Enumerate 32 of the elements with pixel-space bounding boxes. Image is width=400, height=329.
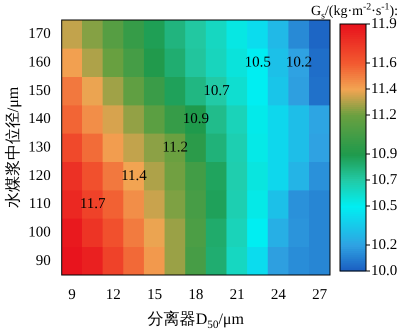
x-tick-label: 9 [68, 286, 76, 303]
x-tick-label: 12 [106, 286, 121, 303]
y-tick-label: 140 [28, 111, 51, 128]
data-label: 10.7 [203, 82, 230, 99]
y-tick-label: 130 [28, 139, 51, 156]
y-tick-label: 150 [28, 82, 51, 99]
color-bar-label: 10.0 [371, 262, 398, 279]
y-tick-label: 110 [28, 196, 51, 212]
color-bar-label: 10.9 [371, 146, 398, 162]
y-tick-label: 120 [28, 168, 51, 184]
x-tick-label: 27 [312, 286, 328, 303]
y-tick-label: 100 [28, 224, 51, 240]
data-label: 11.4 [121, 168, 148, 184]
y-axis-title: 水煤浆中位径/μm [4, 86, 22, 208]
color-bar-label: 11.6 [371, 54, 398, 71]
y-tick-label: 170 [28, 26, 51, 42]
data-label: 10.5 [244, 54, 271, 70]
color-bar-label: 11.2 [371, 106, 397, 123]
data-label: 11.7 [80, 196, 106, 212]
x-tick-label: 15 [147, 286, 162, 303]
color-bar-label: 10.2 [371, 236, 398, 253]
color-bar-label: 10.5 [371, 198, 398, 214]
y-tick-label: 90 [36, 252, 51, 269]
data-label: 11.2 [162, 139, 188, 156]
data-label: 10.9 [182, 111, 209, 128]
x-tick-label: 21 [230, 286, 245, 303]
y-tick-label: 160 [28, 54, 51, 70]
data-label: 10.2 [286, 54, 312, 70]
color-bar-label: 11.4 [371, 80, 398, 97]
color-bar-label: 10.7 [371, 172, 398, 188]
x-tick-label: 24 [270, 286, 286, 303]
x-tick-label: 18 [188, 286, 204, 303]
